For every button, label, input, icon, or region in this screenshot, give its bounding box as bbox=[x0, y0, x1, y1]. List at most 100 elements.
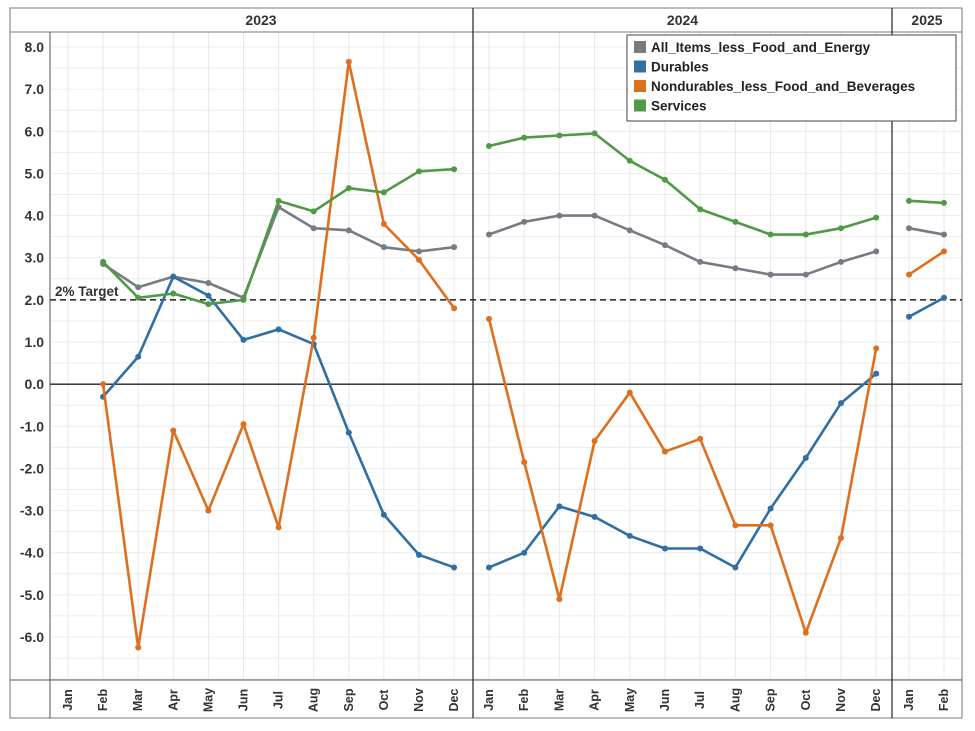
data-point bbox=[732, 522, 739, 529]
y-axis-ticks: 8.0 7.0 6.0 5.0 4.0 3.0 2.0 1.0 0.0 -1.0 -2.0 -3.0 -… bbox=[20, 39, 44, 645]
data-point bbox=[205, 292, 212, 299]
y-tick-label: 2.0 bbox=[25, 292, 45, 308]
data-point bbox=[486, 564, 492, 571]
data-point bbox=[170, 273, 177, 280]
y-tick-label: 4.0 bbox=[25, 208, 45, 224]
data-point bbox=[941, 231, 947, 238]
x-tick-label: Jun bbox=[658, 689, 672, 711]
y-tick-label: 7.0 bbox=[25, 81, 45, 97]
x-tick-label: Mar bbox=[552, 689, 566, 711]
data-point bbox=[662, 242, 668, 249]
x-tick-label: Dec bbox=[447, 688, 461, 711]
x-tick-label: Jan bbox=[482, 689, 496, 711]
legend-swatch bbox=[634, 99, 646, 112]
y-tick-label: -3.0 bbox=[20, 503, 44, 519]
data-point bbox=[205, 280, 212, 286]
year-header: 2025 bbox=[911, 12, 942, 28]
data-point bbox=[345, 58, 352, 65]
series-layer bbox=[100, 58, 947, 651]
data-point bbox=[275, 197, 282, 204]
data-point bbox=[802, 454, 809, 461]
data-point bbox=[556, 132, 563, 139]
data-point bbox=[486, 143, 492, 150]
data-point bbox=[591, 212, 598, 219]
data-point bbox=[135, 353, 142, 360]
data-point bbox=[240, 336, 247, 343]
y-tick-label: 5.0 bbox=[25, 165, 45, 181]
data-point bbox=[521, 134, 528, 141]
y-tick-label: 1.0 bbox=[25, 334, 45, 350]
data-point bbox=[802, 629, 809, 636]
data-point bbox=[732, 218, 739, 225]
data-point bbox=[486, 231, 492, 238]
data-point bbox=[100, 258, 107, 265]
y-tick-label: -1.0 bbox=[20, 418, 44, 434]
legend-label: Nondurables_less_Food_and_Beverages bbox=[651, 79, 915, 94]
data-point bbox=[521, 549, 528, 556]
data-point bbox=[521, 459, 528, 466]
year-header: 2024 bbox=[667, 12, 698, 28]
y-tick-label: 8.0 bbox=[25, 39, 45, 55]
data-point bbox=[521, 218, 528, 225]
x-tick-label: Jun bbox=[237, 689, 251, 711]
data-point bbox=[767, 231, 774, 238]
series-line bbox=[908, 226, 945, 236]
data-point bbox=[380, 244, 387, 251]
data-point bbox=[873, 345, 880, 352]
legend-swatch bbox=[634, 80, 646, 92]
data-point bbox=[591, 130, 598, 137]
legend-label: Durables bbox=[651, 60, 709, 75]
chart-frame bbox=[9, 7, 963, 719]
data-point bbox=[135, 644, 142, 651]
data-point bbox=[310, 334, 317, 341]
series-line bbox=[908, 250, 945, 276]
legend-box bbox=[626, 34, 957, 122]
x-tick-label: Oct bbox=[799, 689, 813, 711]
data-point bbox=[416, 168, 422, 175]
y-tick-label: 6.0 bbox=[25, 123, 45, 139]
x-tick-label: Aug bbox=[307, 688, 321, 712]
year-headers: 2023 2024 2025 bbox=[245, 12, 942, 28]
data-point bbox=[416, 256, 422, 263]
data-point bbox=[626, 157, 633, 164]
data-point bbox=[838, 225, 844, 232]
data-point bbox=[556, 596, 563, 603]
data-point bbox=[732, 265, 739, 272]
series-Nondurables_less_Food_and_Beverages bbox=[100, 58, 947, 651]
data-point bbox=[275, 524, 282, 531]
data-point bbox=[802, 231, 809, 238]
data-point bbox=[662, 448, 668, 455]
grid-layer bbox=[50, 32, 962, 680]
data-point bbox=[697, 545, 704, 552]
x-tick-label: Nov bbox=[412, 688, 426, 712]
data-point bbox=[170, 427, 177, 434]
data-point bbox=[767, 271, 774, 278]
x-tick-label: Apr bbox=[166, 689, 180, 711]
data-point bbox=[838, 400, 844, 407]
series-line bbox=[908, 296, 945, 318]
data-point bbox=[451, 244, 458, 251]
x-tick-label: Aug bbox=[728, 688, 742, 712]
data-point bbox=[941, 248, 947, 255]
x-tick-label: Feb bbox=[96, 689, 110, 712]
data-point bbox=[451, 305, 458, 312]
data-point bbox=[275, 326, 282, 333]
y-tick-label: -5.0 bbox=[20, 587, 44, 603]
data-point bbox=[626, 227, 633, 234]
x-tick-label: Feb bbox=[937, 689, 951, 712]
series-line bbox=[488, 372, 878, 569]
data-point bbox=[767, 522, 774, 529]
data-point bbox=[697, 206, 704, 213]
data-point bbox=[205, 507, 212, 514]
data-point bbox=[767, 505, 774, 512]
legend-label: Services bbox=[651, 99, 707, 114]
x-tick-label: Jan bbox=[61, 689, 75, 711]
data-point bbox=[906, 197, 912, 204]
target-line-layer: 2% Target bbox=[50, 284, 962, 301]
data-point bbox=[380, 221, 387, 227]
data-point bbox=[838, 258, 844, 265]
data-point bbox=[345, 429, 352, 436]
legend: All_Items_less_Food_and_Energy Durables No… bbox=[626, 34, 957, 122]
x-tick-label: Sep bbox=[342, 688, 356, 711]
y-tick-label: 0.0 bbox=[25, 376, 45, 392]
